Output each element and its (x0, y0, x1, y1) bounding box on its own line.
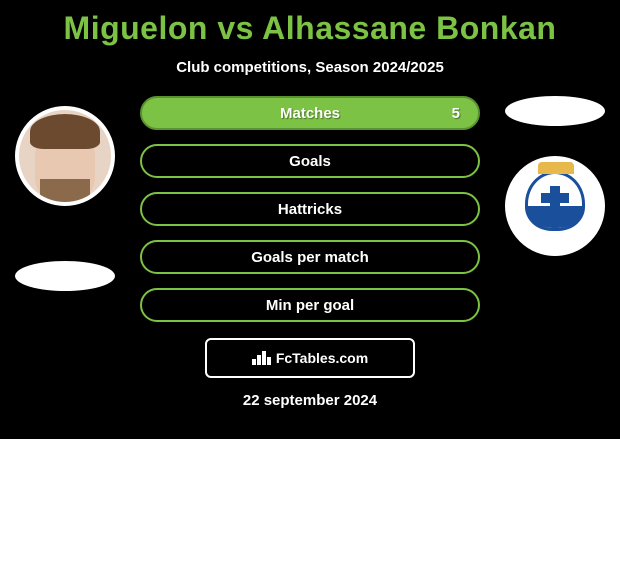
stat-value-right: 5 (452, 105, 460, 122)
stat-bar-goals: Goals (140, 144, 480, 178)
avatar-face-icon (35, 129, 95, 199)
comparison-card: Miguelon vs Alhassane Bonkan Club compet… (0, 0, 620, 439)
brand-box[interactable]: FcTables.com (205, 338, 415, 378)
player-right-column (500, 96, 610, 311)
date-label: 22 september 2024 (0, 392, 620, 409)
stat-label: Matches (280, 105, 340, 122)
stat-bar-matches: Matches 5 (140, 96, 480, 130)
bar-chart-icon (252, 351, 270, 365)
player-left-avatar (15, 106, 115, 206)
stat-label: Goals per match (251, 249, 369, 266)
player-right-club-crest (505, 156, 605, 256)
stat-bar-goals-per-match: Goals per match (140, 240, 480, 274)
page-title: Miguelon vs Alhassane Bonkan (0, 10, 620, 47)
brand-text: FcTables.com (276, 350, 368, 366)
club-crest-icon (525, 171, 585, 241)
content-row: Matches 5 Goals Hattricks Goals per matc… (0, 96, 620, 322)
player-left-column (10, 106, 120, 291)
stats-column: Matches 5 Goals Hattricks Goals per matc… (140, 96, 480, 322)
subtitle: Club competitions, Season 2024/2025 (0, 59, 620, 76)
player-right-team-badge (505, 96, 605, 126)
stat-label: Hattricks (278, 201, 342, 218)
player-left-team-badge (15, 261, 115, 291)
stat-bar-min-per-goal: Min per goal (140, 288, 480, 322)
stat-bar-hattricks: Hattricks (140, 192, 480, 226)
stat-label: Goals (289, 153, 331, 170)
stat-label: Min per goal (266, 297, 354, 314)
